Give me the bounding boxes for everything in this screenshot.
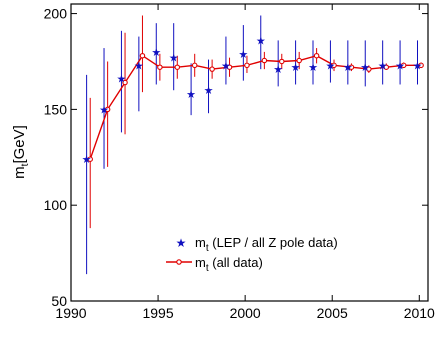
x-tick-label: 2010 (404, 305, 435, 321)
x-tick-label: 2005 (317, 305, 348, 321)
lep-point: ★ (151, 46, 161, 59)
all-data-line (89, 54, 422, 160)
all-data-point (348, 64, 355, 70)
lep-point: ★ (308, 61, 318, 74)
lep-point: ★ (360, 61, 370, 74)
lep-point: ★ (256, 34, 266, 47)
all-data-point (139, 52, 146, 59)
legend-entry-all-rest: (all data) (209, 255, 263, 270)
all-data-point (87, 156, 93, 162)
y-axis-label-main: m (11, 166, 28, 179)
all-data-point (122, 79, 128, 86)
lep-point: ★ (204, 84, 214, 97)
plot-frame (70, 3, 429, 302)
legend-entry-all: mt (all data) (195, 255, 263, 274)
series-layer: ★ ★ ★ ★ ★ ★ ★ ★ ★ ★ ★ ★ ★ ★ ★ ★ ★ ★ ★ ★ (82, 15, 424, 275)
legend-entry-lep: mt (LEP / all Z pole data) (195, 235, 338, 254)
lep-point: ★ (99, 103, 109, 116)
all-data-point (383, 64, 390, 70)
lep-point: ★ (291, 61, 301, 74)
all-data-point (104, 106, 111, 113)
lep-point: ★ (273, 63, 283, 76)
all-data-point (174, 64, 181, 70)
all-data-point (400, 62, 407, 69)
tick-layer: 1990 1995 2000 2005 2010 50 100 150 200 (44, 4, 435, 321)
all-data-point (313, 52, 320, 59)
lep-point: ★ (238, 48, 248, 61)
all-data-point (279, 58, 285, 65)
all-data-point (296, 57, 302, 64)
legend-entry-lep-sub: t (206, 243, 209, 254)
legend-entry-all-main: m (195, 255, 206, 270)
all-data-point (209, 66, 215, 72)
lep-point: ★ (343, 61, 353, 74)
x-tick-label: 2000 (230, 305, 261, 321)
all-data-point (244, 62, 250, 69)
y-axis-label: mt[GeV] (11, 125, 31, 179)
y-axis-label-unit: [GeV] (11, 125, 28, 163)
lep-point: ★ (134, 59, 144, 72)
legend-entry-all-sub: t (206, 263, 209, 274)
legend-entry-lep-main: m (195, 235, 206, 250)
legend-entry-lep-rest: (LEP / all Z pole data) (209, 235, 338, 250)
lep-point: ★ (117, 73, 127, 86)
lep-point: ★ (378, 59, 388, 72)
lep-point: ★ (221, 59, 231, 72)
lep-point: ★ (395, 59, 405, 72)
lep-point: ★ (186, 88, 196, 101)
x-tick-label: 1990 (55, 305, 86, 321)
all-data-point (191, 62, 198, 69)
lep-point: ★ (413, 59, 423, 72)
legend-star-marker: ★ (176, 236, 187, 250)
all-data-point (261, 57, 268, 64)
all-data-point (226, 64, 233, 70)
legend: ★ mt (LEP / all Z pole data) mt (all dat… (166, 235, 338, 274)
all-data-point (418, 62, 424, 69)
lep-point: ★ (169, 52, 179, 65)
y-tick-label: 150 (44, 101, 68, 117)
y-tick-label: 100 (44, 197, 68, 213)
y-tick-label: 200 (44, 6, 68, 22)
lep-point: ★ (82, 153, 92, 166)
y-tick-label: 50 (51, 293, 67, 309)
lep-point: ★ (325, 59, 335, 72)
all-data-point (157, 64, 163, 70)
y-axis-label-sub: t (20, 163, 31, 166)
legend-circle-marker (176, 259, 182, 265)
all-data-point (366, 66, 372, 72)
x-tick-label: 1995 (142, 305, 173, 321)
all-data-point (331, 62, 337, 69)
